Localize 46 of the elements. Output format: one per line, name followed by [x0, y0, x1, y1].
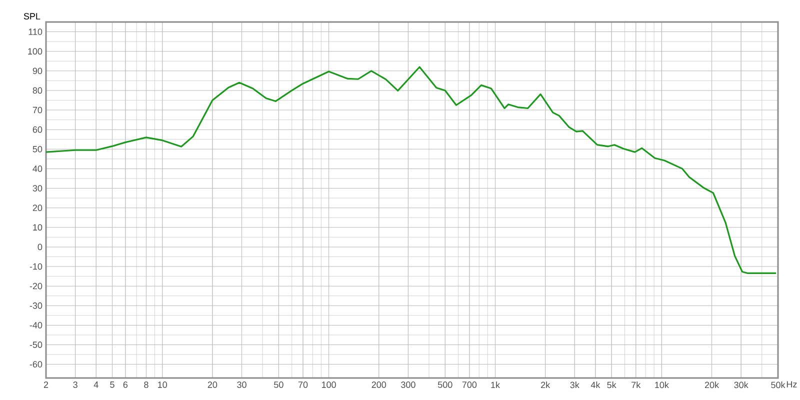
x-tick-label: 10	[158, 382, 168, 388]
x-tick-label: 20k	[704, 382, 720, 388]
x-tick-label: 100	[322, 382, 336, 388]
x-tick-label: 30	[237, 382, 246, 388]
y-tick-label: 110	[28, 28, 42, 35]
y-tick-label: 100	[28, 48, 42, 55]
y-tick-label: -60	[30, 361, 42, 368]
y-tick-label: -40	[30, 322, 42, 328]
x-tick-label: 10k	[655, 382, 669, 388]
y-tick-label: 10	[33, 224, 42, 231]
x-tick-label: 2k	[541, 382, 550, 388]
x-tick-label: 2	[44, 382, 48, 388]
x-tick-label: 5k	[607, 382, 616, 388]
x-tick-label: 7k	[632, 382, 641, 388]
y-tick-label: 90	[32, 68, 42, 74]
x-tick-label: 30k	[734, 382, 748, 388]
x-tick-label: 700	[462, 382, 477, 388]
y-tick-label: 20	[32, 204, 42, 212]
y-tick-label: -20	[30, 282, 42, 290]
y-tick-label: 40	[32, 166, 42, 172]
x-tick-label: 3k	[570, 382, 580, 388]
x-tick-label: 50k	[771, 382, 786, 388]
x-tick-label: 20	[208, 382, 218, 388]
x-tick-label: 8	[144, 382, 148, 388]
x-tick-label: 70	[298, 382, 308, 388]
y-tick-label: -30	[30, 302, 42, 309]
y-tick-label: 80	[32, 87, 42, 94]
x-tick-label: 50	[274, 382, 284, 388]
x-tick-label: 300	[401, 382, 416, 388]
y-tick-label: 70	[32, 106, 42, 114]
y-tick-label: 30	[32, 185, 42, 192]
y-tick-label: 50	[32, 146, 42, 152]
y-tick-label: -10	[30, 263, 42, 270]
x-tick-label: 4	[94, 382, 98, 388]
x-tick-label: 1k	[491, 382, 500, 388]
x-tick-label: 5	[110, 382, 114, 388]
y-tick-label: -50	[30, 342, 42, 348]
y-axis-title: SPL	[24, 13, 40, 20]
x-tick-label: 200	[372, 382, 386, 388]
y-tick-label: 0	[38, 244, 42, 250]
y-tick-label: 60	[32, 126, 42, 133]
x-tick-label: 3	[73, 382, 78, 388]
x-axis-title: Hz	[786, 381, 797, 388]
x-tick-label: 6	[123, 382, 128, 388]
x-tick-label: 4k	[590, 382, 600, 388]
x-tick-label: 500	[438, 382, 452, 388]
